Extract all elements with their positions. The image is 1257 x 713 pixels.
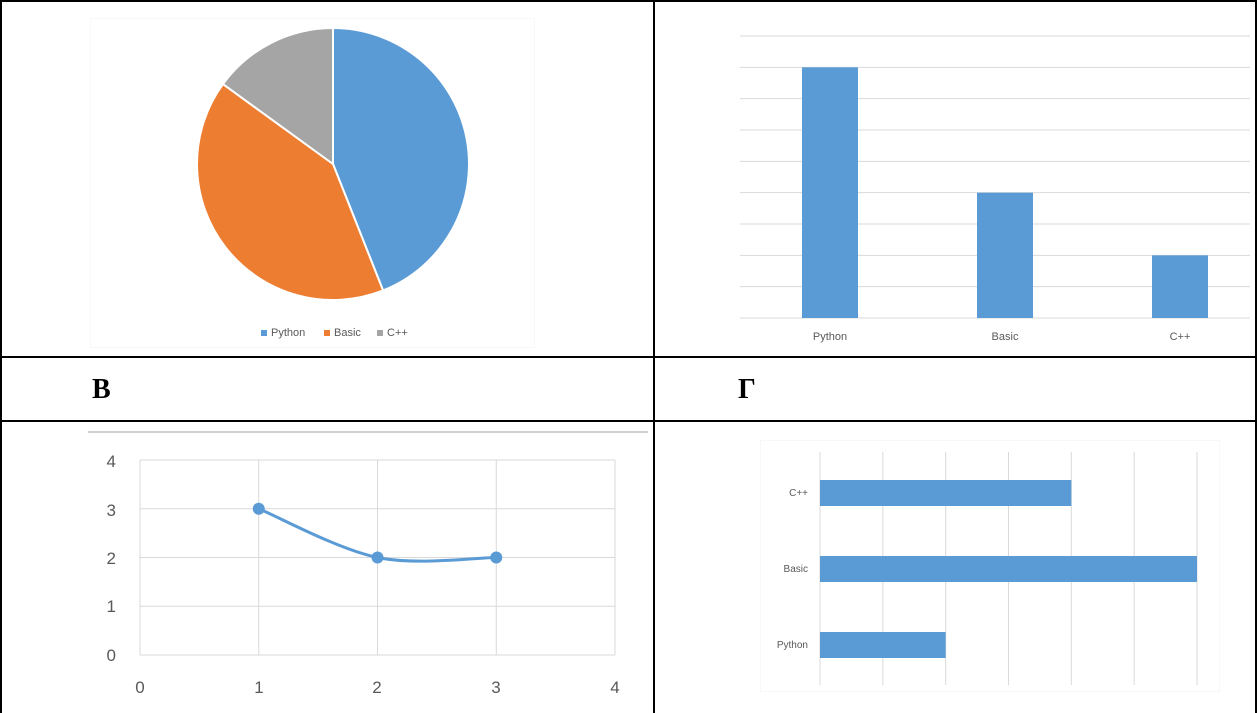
table-border-left: [0, 0, 2, 713]
bar-cpp: [1152, 255, 1208, 318]
bar-bars: [802, 67, 1208, 318]
table-border-mid1: [0, 356, 1257, 358]
table-border-mid2: [0, 420, 1257, 422]
legend-label-python: Python: [271, 327, 305, 339]
bar-x-label-python: Python: [813, 331, 847, 343]
pie-slice-cpp: [221, 26, 334, 166]
line-series: [252, 502, 503, 564]
legend-swatch-basic: [324, 330, 330, 336]
hbar-y-labels: C++ Basic Python: [777, 488, 808, 651]
pie-slice-python: [332, 26, 470, 292]
hbar-python: [820, 632, 946, 658]
hbar-cpp: [820, 480, 1072, 506]
line-point-3: [490, 551, 503, 564]
line-y-ticks: 4 3 2 1 0: [107, 452, 116, 665]
pie-slices: [196, 26, 470, 301]
legend-label-basic: Basic: [334, 327, 361, 339]
line-y-tick-2: 2: [107, 549, 116, 568]
hbar-chart: C++ Basic Python: [760, 440, 1220, 692]
line-chart: 4 3 2 1 0 0 1 2 3 4: [88, 431, 648, 697]
table-border-right: [1255, 0, 1257, 713]
legend-label-cpp: C++: [387, 327, 408, 339]
bar-python: [802, 67, 858, 318]
hbar-bars: [820, 480, 1197, 658]
hbar-y-label-python: Python: [777, 640, 808, 651]
line-point-2: [371, 551, 384, 564]
bar-x-labels: Python Basic C++: [813, 331, 1191, 343]
bar-chart: Python Basic C++: [740, 35, 1250, 343]
line-y-tick-4: 4: [107, 452, 116, 471]
table-border-center: [653, 0, 655, 713]
line-y-tick-3: 3: [107, 501, 116, 520]
hbar-y-label-basic: Basic: [784, 564, 808, 575]
line-x-tick-3: 3: [491, 678, 500, 697]
table-border-top: [0, 0, 1257, 2]
pie-slice-basic: [196, 82, 385, 301]
bar-basic: [977, 192, 1033, 318]
pie-chart: Python Basic C++: [90, 18, 535, 348]
row-label-g: Г: [738, 374, 756, 405]
line-y-tick-0: 0: [107, 646, 116, 665]
line-x-ticks: 0 1 2 3 4: [135, 678, 619, 697]
bar-x-label-basic: Basic: [992, 331, 1019, 343]
line-x-tick-0: 0: [135, 678, 144, 697]
line-x-tick-1: 1: [254, 678, 263, 697]
pie-legend: Python Basic C++: [261, 327, 408, 339]
line-x-tick-4: 4: [610, 678, 619, 697]
line-y-tick-1: 1: [107, 597, 116, 616]
line-x-tick-2: 2: [372, 678, 381, 697]
line-point-1: [252, 502, 265, 515]
hbar-y-label-cpp: C++: [789, 488, 808, 499]
legend-swatch-cpp: [377, 330, 383, 336]
bar-x-label-cpp: C++: [1170, 331, 1191, 343]
row-label-v: В: [92, 374, 111, 405]
hbar-basic: [820, 556, 1197, 582]
legend-swatch-python: [261, 330, 267, 336]
